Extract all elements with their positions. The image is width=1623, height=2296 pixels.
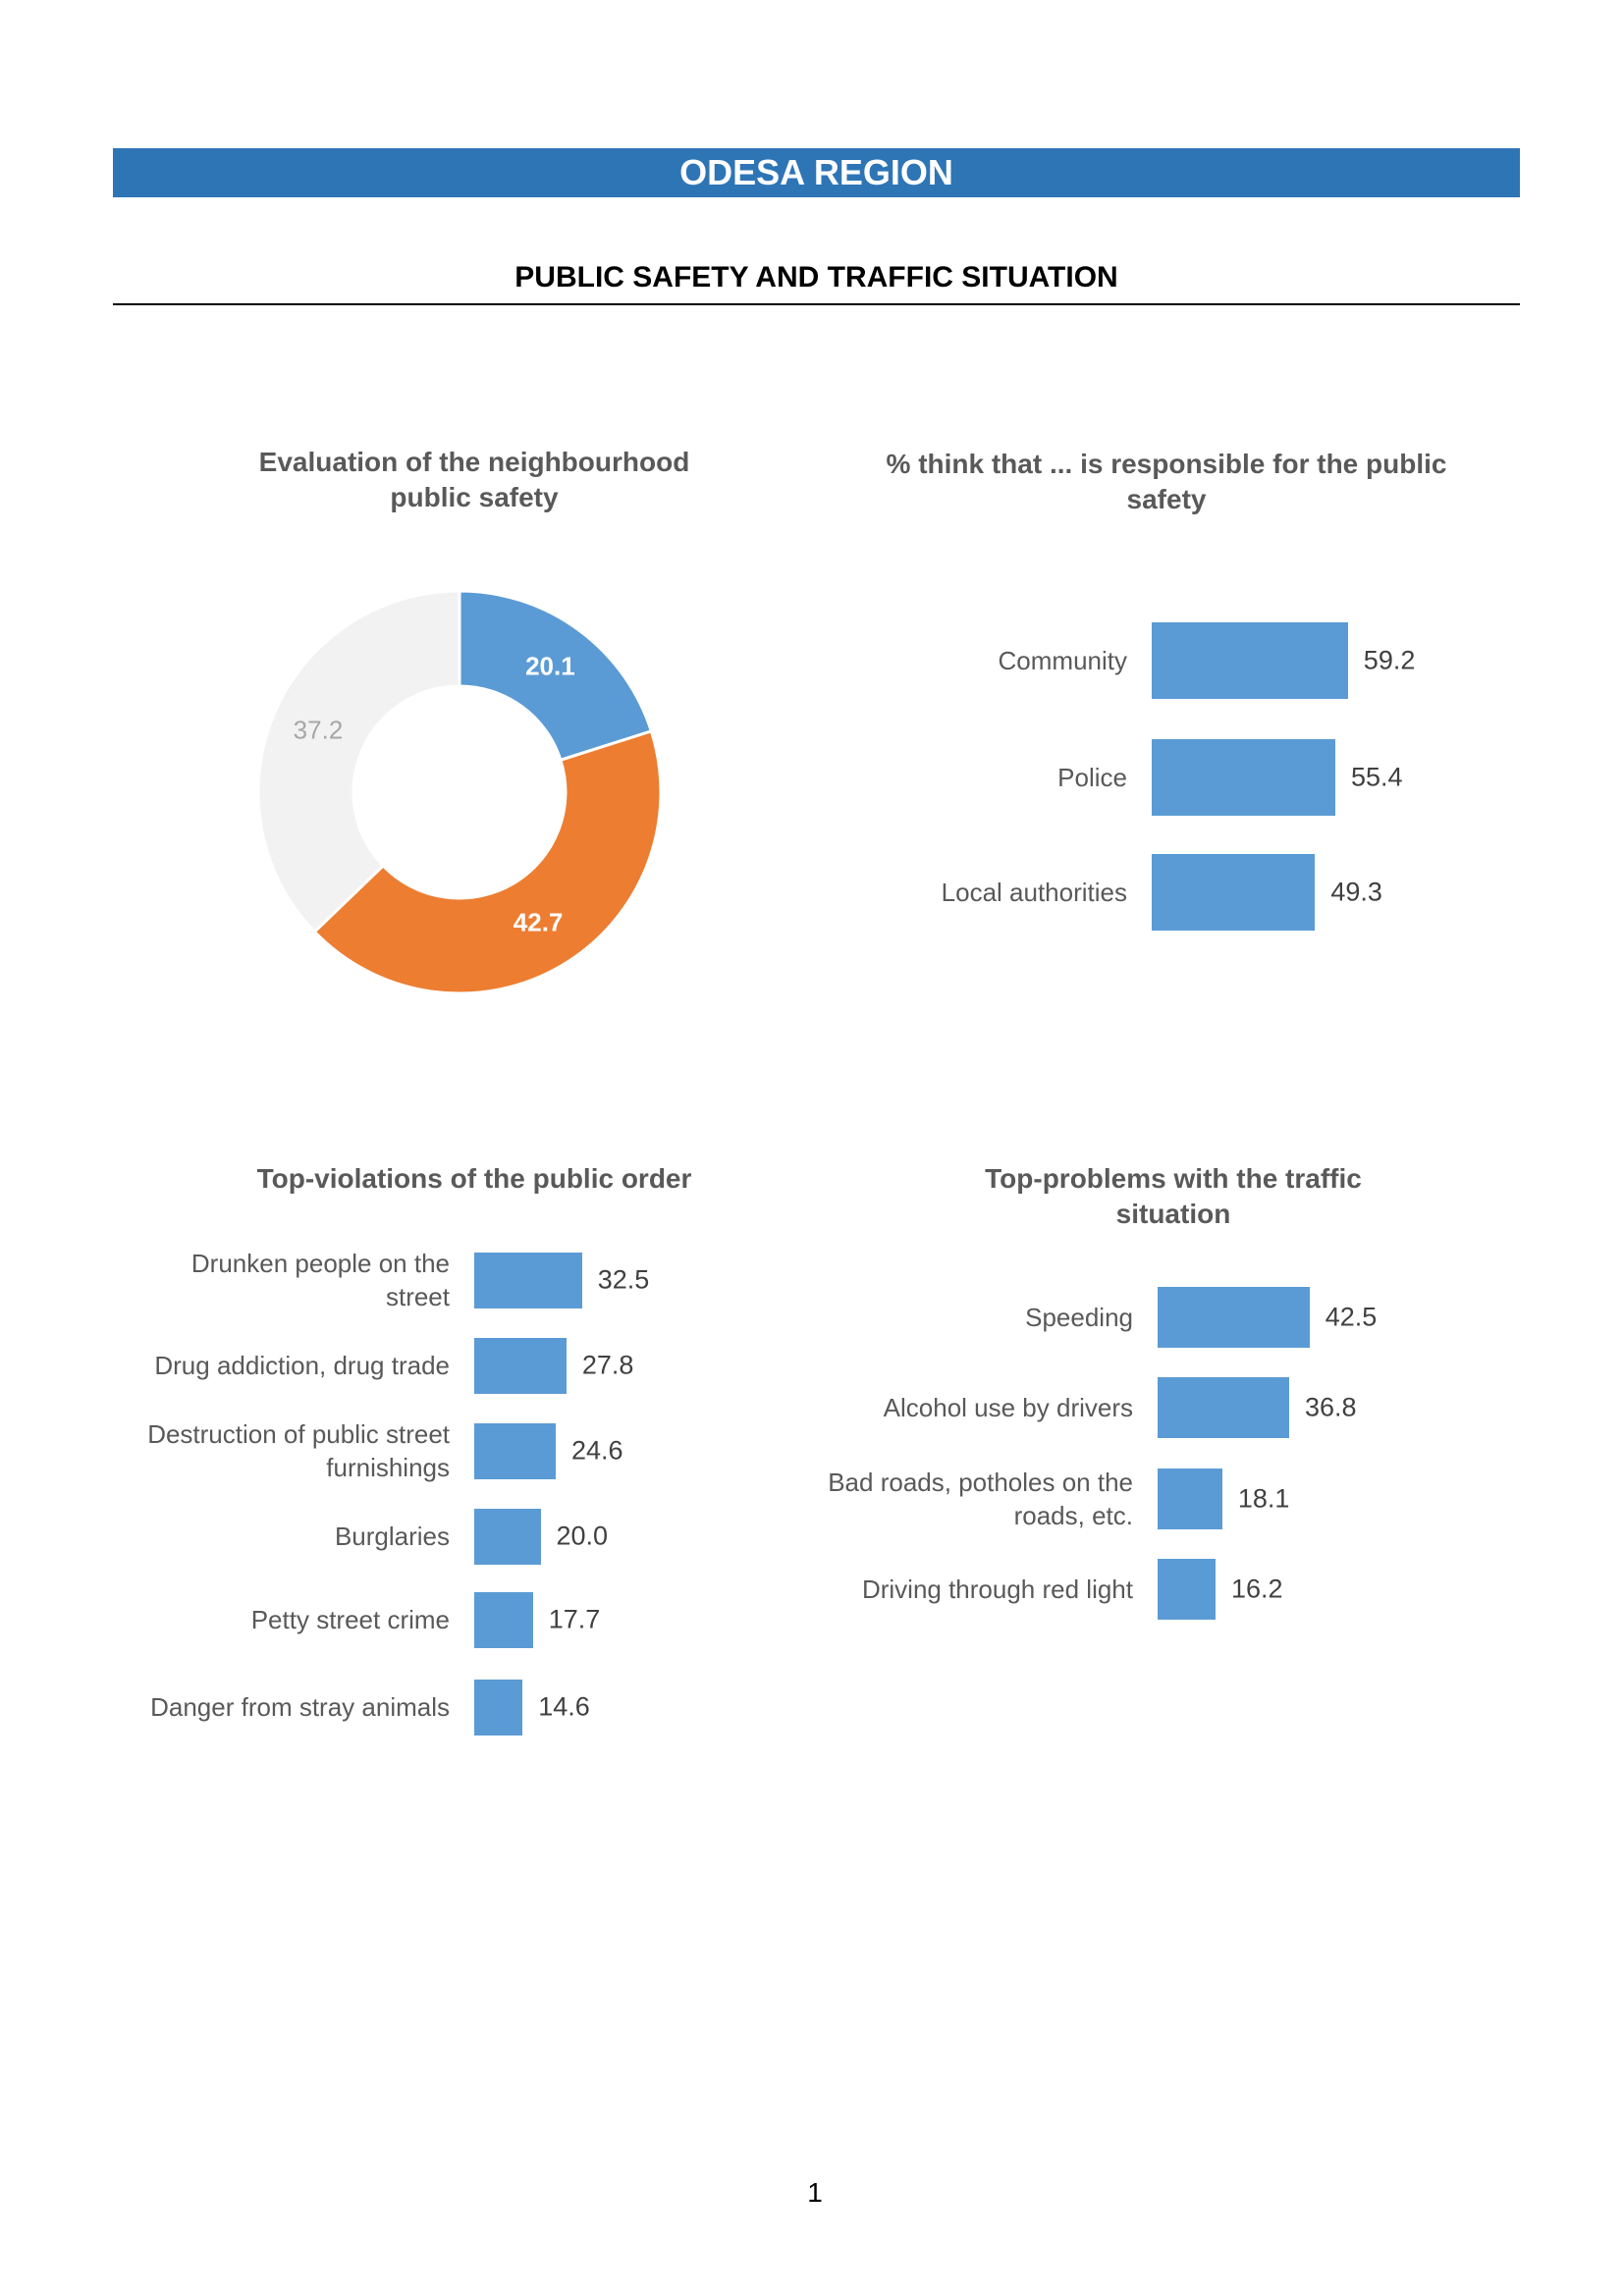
value-label: 20.1 <box>525 652 575 681</box>
region-header: ODESA REGION <box>113 148 1520 197</box>
page-number: 1 <box>807 2177 823 2208</box>
value-label: 16.2 <box>1230 1574 1283 1604</box>
bar <box>474 1679 523 1735</box>
section-rule <box>113 303 1520 305</box>
category-label: Petty street crime <box>250 1605 450 1634</box>
chart-title: Evaluation of the neighbourhood public s… <box>258 447 690 512</box>
category-label: Alcohol use by drivers <box>883 1393 1133 1422</box>
value-label: 32.5 <box>597 1264 650 1295</box>
value-label: 17.7 <box>548 1604 601 1634</box>
donut-slice <box>256 589 461 934</box>
bar <box>474 1422 557 1479</box>
value-label: 36.8 <box>1304 1392 1357 1422</box>
section-title: PUBLIC SAFETY AND TRAFFIC SITUATION <box>514 261 1118 294</box>
bar <box>1158 1559 1216 1620</box>
category-label: Driving through red light <box>861 1575 1133 1604</box>
category-label: Burglaries <box>334 1522 450 1551</box>
category-label: Police <box>1057 763 1127 792</box>
category-label: Local authorities <box>941 878 1127 907</box>
donut-slice <box>458 589 654 763</box>
category-label: Danger from stray animals <box>150 1692 450 1722</box>
bar <box>1158 1287 1310 1348</box>
bar <box>1152 854 1316 931</box>
bar <box>1158 1468 1222 1529</box>
value-label: 42.7 <box>514 907 564 936</box>
category-label: Bad roads, potholes on the roads, etc. <box>828 1468 1133 1530</box>
value-label: 42.5 <box>1325 1302 1378 1332</box>
value-label: 49.3 <box>1330 877 1382 907</box>
bar <box>1152 739 1335 816</box>
category-label: Community <box>998 646 1127 675</box>
value-label: 24.6 <box>571 1435 623 1466</box>
value-label: 59.2 <box>1363 645 1416 675</box>
bar <box>474 1591 533 1648</box>
chart-title: % think that ... is responsible for the … <box>886 449 1447 514</box>
category-label: Speeding <box>1025 1303 1133 1332</box>
value-label: 18.1 <box>1237 1483 1290 1514</box>
bar <box>474 1337 567 1394</box>
value-label: 14.6 <box>538 1691 590 1722</box>
category-label: Drug addiction, drug trade <box>154 1351 450 1380</box>
value-label: 27.8 <box>581 1350 634 1380</box>
bar <box>1152 622 1348 699</box>
value-label: 20.0 <box>556 1521 609 1551</box>
category-label: Drunken people on the street <box>190 1249 450 1311</box>
bar <box>1158 1377 1289 1438</box>
donut-chart: 20.1 42.7 37.2 <box>256 589 663 995</box>
bar <box>474 1252 582 1308</box>
donut-slice <box>312 728 663 995</box>
value-label: 55.4 <box>1350 762 1403 792</box>
value-label: 37.2 <box>294 716 344 745</box>
chart-title: Top-violations of the public order <box>256 1163 692 1194</box>
bar <box>474 1508 541 1565</box>
category-label: Destruction of public street furnishings <box>147 1419 450 1482</box>
chart-title: Top-problems with the traffic situation <box>985 1163 1362 1229</box>
